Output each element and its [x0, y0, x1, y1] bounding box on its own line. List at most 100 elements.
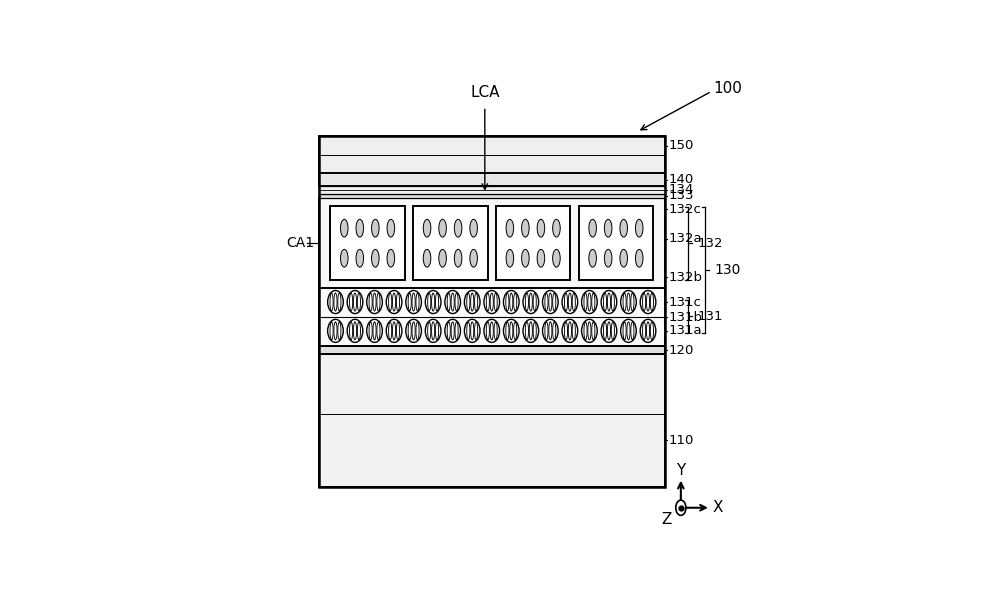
Ellipse shape [620, 249, 627, 267]
Ellipse shape [503, 291, 519, 313]
Ellipse shape [640, 319, 656, 343]
Ellipse shape [423, 219, 431, 237]
Ellipse shape [621, 319, 636, 343]
Ellipse shape [425, 291, 441, 313]
Bar [330, 206, 405, 280]
Ellipse shape [367, 291, 382, 313]
Ellipse shape [454, 219, 462, 237]
Text: 130: 130 [715, 263, 741, 277]
Ellipse shape [454, 249, 462, 267]
Text: 131: 131 [697, 310, 723, 323]
Ellipse shape [523, 319, 539, 343]
Ellipse shape [522, 219, 529, 237]
Ellipse shape [406, 291, 421, 313]
Ellipse shape [340, 249, 348, 267]
Ellipse shape [553, 219, 560, 237]
Ellipse shape [640, 291, 656, 313]
Bar [413, 206, 488, 280]
Text: 131b: 131b [668, 310, 702, 323]
Bar [319, 137, 665, 173]
Ellipse shape [503, 319, 519, 343]
Ellipse shape [328, 319, 343, 343]
Text: X: X [712, 500, 723, 515]
Ellipse shape [604, 249, 612, 267]
Bar [319, 193, 665, 198]
Ellipse shape [372, 249, 379, 267]
Text: 132b: 132b [668, 271, 702, 284]
Text: 134: 134 [668, 183, 694, 196]
Ellipse shape [537, 219, 545, 237]
Ellipse shape [589, 219, 596, 237]
Text: 150: 150 [668, 139, 694, 152]
Ellipse shape [445, 291, 460, 313]
Ellipse shape [543, 319, 558, 343]
Ellipse shape [340, 219, 348, 237]
Text: 140: 140 [668, 173, 694, 186]
Ellipse shape [464, 291, 480, 313]
Ellipse shape [372, 219, 379, 237]
Text: Y: Y [676, 464, 685, 479]
Ellipse shape [522, 249, 529, 267]
Text: 132c: 132c [668, 202, 701, 216]
Ellipse shape [328, 291, 343, 313]
Bar [319, 346, 665, 354]
Ellipse shape [604, 219, 612, 237]
Ellipse shape [356, 219, 364, 237]
Bar [319, 186, 665, 193]
Text: 100: 100 [713, 80, 742, 95]
Ellipse shape [601, 319, 617, 343]
Text: 132a: 132a [668, 232, 702, 245]
Text: 133: 133 [668, 189, 694, 202]
Text: 110: 110 [668, 434, 694, 447]
Ellipse shape [582, 319, 597, 343]
Ellipse shape [470, 249, 477, 267]
Ellipse shape [635, 219, 643, 237]
Ellipse shape [620, 219, 627, 237]
Text: 131a: 131a [668, 325, 702, 337]
Bar [496, 206, 570, 280]
Ellipse shape [387, 249, 395, 267]
Ellipse shape [464, 319, 480, 343]
Ellipse shape [562, 291, 578, 313]
Ellipse shape [543, 291, 558, 313]
Ellipse shape [470, 219, 477, 237]
Ellipse shape [423, 249, 431, 267]
Ellipse shape [601, 291, 617, 313]
Ellipse shape [506, 219, 514, 237]
Ellipse shape [386, 291, 402, 313]
Text: 120: 120 [668, 343, 694, 356]
Ellipse shape [367, 319, 382, 343]
Ellipse shape [537, 249, 545, 267]
Ellipse shape [582, 291, 597, 313]
Bar [579, 206, 653, 280]
Ellipse shape [387, 219, 395, 237]
Text: CA1: CA1 [286, 236, 315, 250]
Ellipse shape [589, 249, 596, 267]
Text: Z: Z [662, 512, 672, 527]
Ellipse shape [553, 249, 560, 267]
Text: 132: 132 [697, 237, 723, 250]
Ellipse shape [356, 249, 364, 267]
Ellipse shape [439, 219, 446, 237]
Ellipse shape [386, 319, 402, 343]
Ellipse shape [425, 319, 441, 343]
Bar [319, 137, 665, 487]
Ellipse shape [406, 319, 421, 343]
Text: LCA: LCA [470, 85, 500, 100]
Ellipse shape [439, 249, 446, 267]
Text: 131c: 131c [668, 295, 701, 308]
Ellipse shape [506, 249, 514, 267]
Ellipse shape [484, 291, 500, 313]
Ellipse shape [676, 500, 686, 515]
Ellipse shape [484, 319, 500, 343]
Ellipse shape [445, 319, 460, 343]
Ellipse shape [523, 291, 539, 313]
Ellipse shape [562, 319, 578, 343]
Bar [319, 288, 665, 346]
Ellipse shape [347, 291, 363, 313]
Bar [319, 354, 665, 487]
Bar [319, 198, 665, 288]
Ellipse shape [635, 249, 643, 267]
Ellipse shape [347, 319, 363, 343]
Ellipse shape [621, 291, 636, 313]
